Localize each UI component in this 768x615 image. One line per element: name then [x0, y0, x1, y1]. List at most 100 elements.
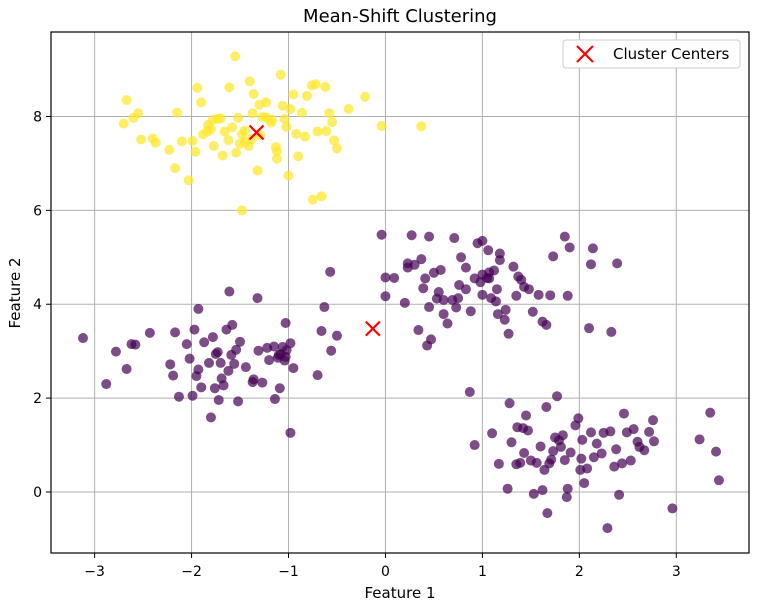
- cluster-0-point: [644, 426, 655, 437]
- cluster-0-point: [588, 452, 599, 463]
- cluster-1-point: [279, 113, 290, 124]
- cluster-0-point: [639, 445, 650, 456]
- cluster-0-point: [196, 382, 207, 393]
- cluster-0-point: [380, 272, 391, 283]
- cluster-1-point: [224, 82, 235, 93]
- cluster-0-point: [409, 259, 420, 270]
- cluster-0-point: [325, 266, 336, 277]
- cluster-0-point: [573, 413, 584, 424]
- cluster-0-point: [316, 325, 327, 336]
- cluster-0-point: [625, 455, 636, 466]
- cluster-0-point: [253, 345, 264, 356]
- cluster-0-point: [561, 492, 572, 503]
- cluster-1-point: [291, 128, 302, 139]
- cluster-0-point: [527, 306, 538, 317]
- cluster-0-point: [504, 398, 515, 409]
- plot-frame: [50, 31, 750, 554]
- cluster-0-point: [101, 379, 112, 390]
- cluster-1-point: [231, 147, 242, 158]
- cluster-0-point: [499, 314, 510, 325]
- cluster-0-point: [490, 296, 501, 307]
- x-tick-label: −3: [84, 564, 105, 580]
- cluster-1-point: [246, 134, 257, 145]
- cluster-0-point: [224, 286, 235, 297]
- cluster-1-point: [252, 165, 263, 176]
- cluster-1-point: [244, 76, 255, 87]
- cluster-0-point: [223, 365, 234, 376]
- cluster-0-point: [576, 453, 587, 464]
- cluster-0-point: [326, 345, 337, 356]
- cluster-0-point: [500, 304, 511, 315]
- cluster-0-point: [565, 447, 576, 458]
- cluster-0-point: [542, 508, 553, 519]
- cluster-1-point: [121, 95, 132, 106]
- cluster-0-point: [205, 412, 216, 423]
- cluster-0-point: [451, 302, 462, 313]
- y-axis-label: Feature 2: [6, 258, 24, 329]
- cluster-0-point: [483, 245, 494, 256]
- cluster-0-point: [582, 463, 593, 474]
- cluster-0-point: [521, 410, 532, 421]
- cluster-0-point: [535, 441, 546, 452]
- cluster-1-point: [277, 100, 288, 111]
- y-tick-label: 0: [33, 485, 42, 501]
- cluster-0-point: [579, 478, 590, 489]
- cluster-0-point: [508, 261, 519, 272]
- cluster-0-point: [189, 324, 200, 335]
- cluster-1-point: [261, 112, 272, 123]
- x-axis-label: Feature 1: [365, 584, 436, 602]
- x-tick-label: 3: [672, 564, 681, 580]
- cluster-0-point: [548, 446, 559, 457]
- cluster-0-point: [502, 483, 513, 494]
- cluster-1-point: [271, 146, 282, 157]
- cluster-1-point: [172, 107, 183, 118]
- cluster-0-point: [416, 254, 427, 265]
- cluster-0-point: [268, 341, 279, 352]
- cluster-1-point: [329, 135, 340, 146]
- cluster-0-point: [170, 327, 181, 338]
- cluster-0-point: [173, 391, 184, 402]
- cluster-0-point: [492, 309, 503, 320]
- x-tick-label: −1: [278, 564, 299, 580]
- cluster-1-point: [190, 146, 201, 157]
- cluster-1-point: [183, 175, 194, 186]
- cluster-0-point: [424, 302, 435, 313]
- cluster-0-point: [564, 242, 575, 253]
- cluster-0-point: [257, 377, 268, 388]
- legend-box: [562, 39, 741, 69]
- cluster-1-point: [227, 122, 238, 133]
- cluster-0-point: [235, 336, 246, 347]
- cluster-1-point: [285, 103, 296, 114]
- points-layer: [77, 51, 724, 534]
- cluster-0-point: [477, 289, 488, 300]
- cluster-0-point: [406, 230, 417, 241]
- cluster-0-point: [519, 448, 530, 459]
- legend-label: Cluster Centers: [613, 45, 729, 63]
- cluster-1-point: [376, 120, 387, 131]
- cluster-0-point: [606, 326, 617, 337]
- cluster-0-point: [215, 357, 226, 368]
- cluster-0-point: [418, 283, 429, 294]
- cluster-1-point: [118, 118, 129, 129]
- cluster-0-point: [648, 436, 659, 447]
- cluster-0-point: [199, 337, 210, 348]
- cluster-0-point: [511, 290, 522, 301]
- cluster-0-point: [331, 330, 342, 341]
- cluster-0-point: [591, 438, 602, 449]
- cluster-0-point: [618, 408, 629, 419]
- cluster-0-point: [168, 370, 179, 381]
- cluster-0-point: [193, 303, 204, 314]
- cluster-1-point: [293, 151, 304, 162]
- cluster-0-point: [319, 302, 330, 313]
- cluster-0-point: [577, 434, 588, 445]
- cluster-0-point: [545, 290, 556, 301]
- cluster-1-point: [343, 103, 354, 114]
- cluster-0-point: [240, 362, 251, 373]
- x-tick-label: 1: [478, 564, 487, 580]
- cluster-0-point: [207, 332, 218, 343]
- cluster-0-point: [285, 427, 296, 438]
- cluster-0-point: [559, 455, 570, 466]
- cluster-0-point: [546, 454, 557, 465]
